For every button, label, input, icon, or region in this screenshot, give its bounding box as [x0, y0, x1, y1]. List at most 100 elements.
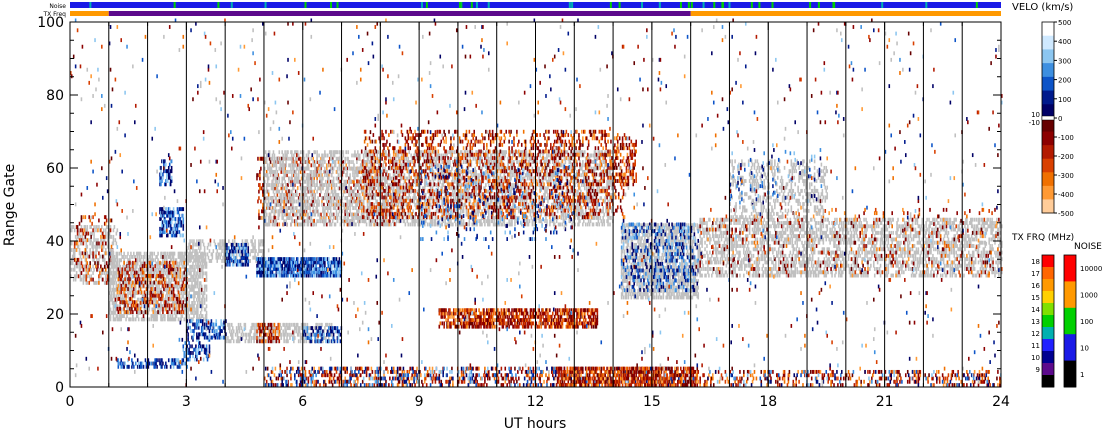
data-cell [283, 163, 285, 167]
data-cell [85, 215, 87, 219]
data-cell [318, 200, 320, 204]
data-cell [74, 228, 76, 232]
data-cell [93, 268, 95, 272]
data-cell [228, 239, 230, 243]
data-cell [206, 304, 208, 308]
data-cell [205, 252, 207, 256]
data-cell [182, 314, 184, 318]
data-cell [324, 167, 326, 171]
data-cell [129, 267, 131, 271]
data-cell [415, 219, 417, 223]
data-cell [79, 222, 81, 226]
data-cell [345, 150, 347, 154]
data-cell [316, 173, 318, 177]
txfreq-segment [70, 11, 109, 16]
data-cell [350, 180, 352, 184]
data-cell [157, 252, 159, 256]
data-cell [351, 154, 353, 158]
data-cell [358, 209, 360, 213]
data-cell [279, 177, 281, 181]
data-cell [183, 317, 185, 321]
data-cell [335, 223, 337, 227]
data-cell [333, 216, 335, 220]
data-cell [279, 223, 281, 227]
data-cell [102, 268, 104, 272]
data-cell [153, 304, 155, 308]
data-cell [174, 304, 176, 308]
data-cell [272, 196, 274, 200]
data-cell [81, 215, 83, 219]
data-cell [188, 314, 190, 318]
noise-strip-mark [217, 2, 219, 8]
data-cell [316, 180, 318, 184]
data-cell [81, 271, 83, 275]
data-cell [294, 200, 296, 204]
data-cell [408, 150, 410, 154]
data-cell [274, 154, 276, 158]
data-cell [436, 183, 438, 187]
data-cell [286, 223, 288, 227]
data-cell [327, 163, 329, 167]
data-cell [226, 243, 228, 247]
data-cell [83, 215, 85, 219]
data-cell [247, 243, 249, 247]
data-cell [343, 223, 345, 227]
data-cell [159, 261, 161, 265]
data-cell [99, 271, 101, 275]
data-cell [181, 220, 183, 224]
data-cell [182, 207, 184, 211]
data-cell [203, 271, 205, 275]
data-cell [208, 243, 210, 247]
data-cell [133, 317, 135, 321]
data-cell [310, 180, 312, 184]
data-cell [180, 233, 182, 237]
data-cell [80, 251, 82, 255]
data-cell [262, 203, 264, 207]
data-cell [366, 223, 368, 227]
data-cell [287, 206, 289, 210]
data-cell [407, 223, 409, 227]
data-cell [121, 267, 123, 271]
data-cell [331, 163, 333, 167]
data-cell [257, 157, 259, 161]
data-cell [331, 150, 333, 154]
top-strips: Noise TX Freq [42, 2, 1001, 18]
data-cell [276, 196, 278, 200]
noise-strip-mark [471, 2, 473, 8]
data-cell [137, 304, 139, 308]
data-cell [398, 219, 400, 223]
data-cell [387, 223, 389, 227]
data-cell [136, 271, 138, 275]
data-cell [165, 300, 167, 304]
data-cell [322, 177, 324, 181]
data-cell [300, 167, 302, 171]
data-cell [152, 310, 154, 314]
data-cell [213, 249, 215, 253]
data-cell [138, 290, 140, 294]
data-cell [390, 223, 392, 227]
noise-strip-mark [174, 2, 176, 8]
data-cell [81, 278, 83, 282]
noise-strip-mark [772, 2, 774, 8]
data-cell [77, 241, 79, 245]
data-cell [107, 274, 109, 278]
noise-strip [70, 2, 1001, 8]
noise-strip-mark [459, 2, 461, 8]
data-cell [391, 177, 393, 181]
data-cell [117, 258, 119, 262]
data-cell [337, 203, 339, 207]
data-cell [320, 219, 322, 223]
data-cell [293, 193, 295, 197]
data-cell [200, 239, 202, 243]
data-cell [430, 203, 432, 207]
data-cell [350, 160, 352, 164]
noise-strip-mark [881, 2, 883, 8]
data-cell [83, 268, 85, 272]
data-cell [377, 150, 379, 154]
data-cell [127, 310, 129, 314]
data-cell [259, 216, 261, 220]
data-cell [276, 157, 278, 161]
data-cell [119, 307, 121, 311]
data-cell [143, 277, 145, 281]
